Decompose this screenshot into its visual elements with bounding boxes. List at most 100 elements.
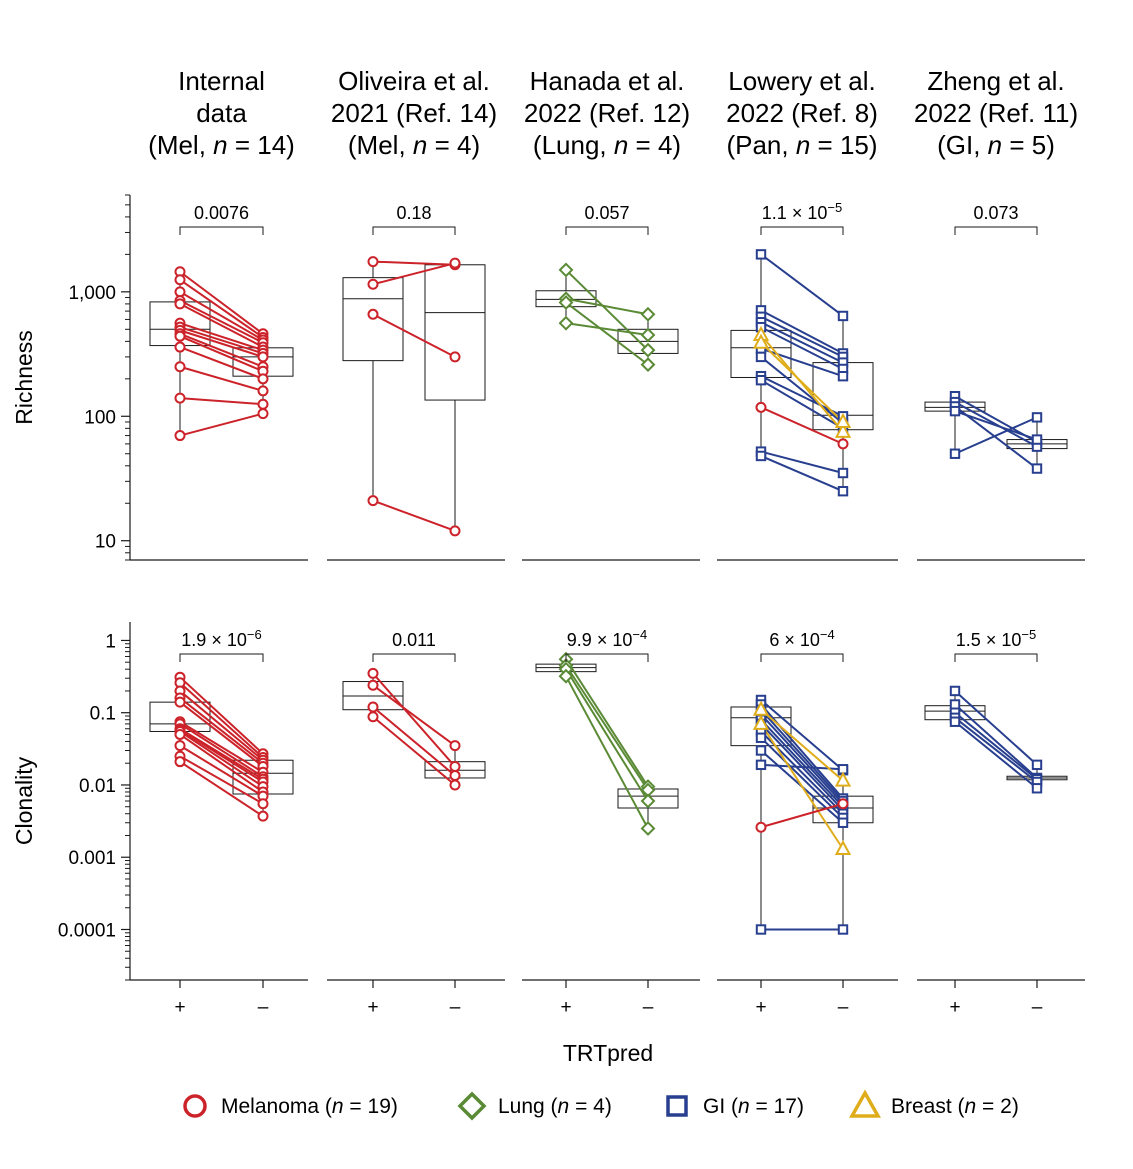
pair-line (760, 703, 844, 800)
x-tick-label: + (174, 997, 185, 1018)
marker-circle (174, 740, 186, 752)
marker-triangle (834, 839, 852, 855)
marker-square (755, 924, 767, 935)
marker-circle (755, 821, 767, 833)
column-title-part: Zheng et al. (927, 66, 1064, 96)
pair-line (179, 733, 264, 793)
panel: 9.9 × 10−4 (522, 627, 700, 988)
column-title-line: Oliveira et al. (338, 66, 490, 96)
column-title-part: n (988, 130, 1002, 160)
p-value-base: 0.057 (584, 203, 629, 223)
p-value-label: 0.18 (396, 203, 431, 223)
legend-label-part: n (558, 1095, 570, 1118)
marker-circle (367, 711, 379, 723)
pair-line (760, 713, 844, 805)
pair-line (179, 755, 264, 805)
column-title-part: 2022 (Ref. 8) (726, 98, 878, 128)
marker-circle (837, 798, 849, 810)
pair-line (179, 397, 264, 406)
marker-circle (257, 373, 269, 385)
pair-line (372, 706, 456, 777)
column-title-line: (GI, n = 5) (937, 130, 1055, 160)
pair-line (565, 668, 649, 802)
pair-line (372, 715, 456, 786)
pair-line (372, 313, 456, 358)
column-title-part: n (796, 130, 810, 160)
legend-label-part: = 2) (976, 1095, 1019, 1118)
marker-circle (755, 401, 767, 413)
significance-bracket (565, 226, 649, 235)
column-title-line: 2022 (Ref. 8) (726, 98, 878, 128)
marker-circle (257, 398, 269, 410)
marker-square (755, 351, 767, 363)
marker-circle (174, 361, 186, 373)
significance-bracket (954, 226, 1038, 235)
marker-circle (837, 438, 849, 450)
marker-diamond (558, 262, 574, 278)
marker-circle (257, 408, 269, 420)
pair-line (179, 278, 264, 339)
column-title-line: Hanada et al. (530, 66, 685, 96)
pair-line (565, 675, 649, 829)
pair-line (565, 301, 649, 366)
legend-label-part: n (965, 1095, 977, 1118)
marker-circle (174, 341, 186, 353)
legend-label-part: Breast ( (891, 1095, 965, 1118)
marker-diamond (558, 315, 574, 331)
significance-bracket (760, 653, 844, 662)
marker-triangle (834, 412, 852, 428)
marker-square (949, 405, 961, 417)
legend-label-part: n (332, 1095, 344, 1118)
marker-square (949, 716, 961, 727)
pair-line (179, 270, 264, 335)
p-value-label: 9.9 × 10−4 (567, 627, 647, 650)
pair-line (760, 309, 844, 355)
legend-label-part: Lung ( (498, 1095, 558, 1118)
significance-bracket (179, 653, 264, 662)
marker-diamond (640, 821, 656, 836)
p-value-label: 0.073 (973, 203, 1018, 223)
marker-triangle (752, 714, 770, 730)
richness-row: 10 100 1,000 Richness 0.0076 0.18 0.057 1.1 × 1… (11, 194, 1085, 561)
panel: 1.5 × 10−5 (917, 627, 1085, 988)
marker-circle (367, 278, 379, 290)
significance-bracket (179, 226, 264, 235)
y-axis-title: Richness (11, 330, 37, 425)
column-title-part: 2022 (Ref. 12) (524, 98, 690, 128)
x-tick-label: – (643, 997, 654, 1018)
marker-square (755, 249, 767, 260)
column-title-line: Lowery et al. (728, 66, 875, 96)
pair-line (179, 727, 264, 781)
marker-square (1031, 759, 1043, 771)
pair-line (179, 329, 264, 358)
pair-line (760, 699, 844, 771)
marker-circle (449, 257, 461, 269)
p-value-base: 0.0076 (194, 203, 249, 223)
marker-diamond (640, 357, 656, 373)
p-value-label: 1.1 × 10−5 (762, 200, 842, 223)
pair-line (179, 730, 264, 788)
p-value-label: 0.0076 (194, 203, 249, 223)
column-title-part: Oliveira et al. (338, 66, 490, 96)
significance-bracket (760, 226, 844, 235)
legend-label: GI (n = 17) (703, 1095, 804, 1118)
marker-circle (174, 298, 186, 310)
column-title-part: = 15) (810, 130, 877, 160)
marker-square (755, 759, 767, 771)
legend-triangle-icon (849, 1089, 881, 1118)
p-value-label: 1.9 × 10−6 (181, 627, 261, 650)
y-tick-label: 1,000 (68, 283, 116, 304)
marker-square (949, 685, 961, 697)
marker-square (1031, 463, 1043, 474)
p-value-base: 0.18 (396, 203, 431, 223)
marker-square (949, 699, 961, 710)
column-title-part: = 4) (628, 130, 681, 160)
marker-diamond (640, 793, 656, 809)
marker-circle (367, 308, 379, 320)
p-value-base: 1.5 × 10 (956, 630, 1022, 650)
legend-label-part: Melanoma ( (221, 1095, 332, 1118)
p-value-base: 0.073 (973, 203, 1018, 223)
clonality-row: 0.0001 0.001 0.01 0.1 1 Clonality 1.9 × 10−6 0.… (11, 622, 1085, 988)
pair-line (760, 719, 844, 808)
